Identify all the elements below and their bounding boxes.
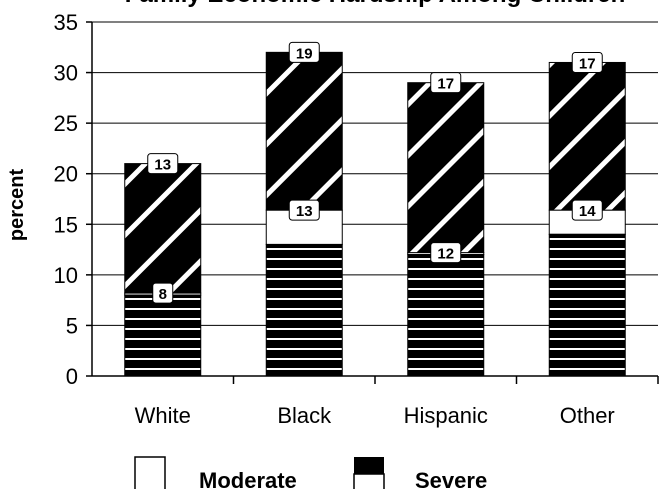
axes: 0 5 10 15 20 25 30 35 White Black Hispanic Other bbox=[54, 10, 659, 428]
data-label: 8 bbox=[159, 286, 167, 303]
bars bbox=[124, 51, 626, 377]
bar-segment bbox=[124, 294, 202, 377]
y-tick-label: 20 bbox=[54, 162, 78, 187]
x-tick-label: White bbox=[135, 403, 191, 428]
data-label-box bbox=[288, 199, 320, 221]
chart-title: Family Economic Hardship Among Children bbox=[90, 0, 660, 9]
data-label: 19 bbox=[296, 45, 313, 62]
bar-segment bbox=[124, 163, 202, 294]
bar-segment bbox=[548, 61, 626, 211]
data-label: 17 bbox=[437, 76, 454, 93]
data-label: 12 bbox=[437, 246, 454, 263]
bar-segment bbox=[407, 254, 485, 377]
data-label-box bbox=[152, 282, 174, 304]
bar-segment bbox=[265, 51, 343, 211]
y-tick-label: 15 bbox=[54, 212, 78, 237]
bar-segment bbox=[548, 233, 626, 377]
data-label-box bbox=[147, 153, 179, 175]
y-tick-label: 0 bbox=[66, 364, 78, 389]
bar-segment bbox=[407, 82, 485, 254]
y-tick-label: 30 bbox=[54, 61, 78, 86]
x-tick-label: Other bbox=[560, 403, 615, 428]
legend-label-moderate: Moderate bbox=[199, 468, 297, 489]
y-tick-label: 5 bbox=[66, 313, 78, 338]
data-label-box bbox=[430, 242, 462, 264]
data-label: 14 bbox=[579, 203, 596, 220]
legend-swatch-severe-top bbox=[354, 457, 384, 474]
y-tick-label: 35 bbox=[54, 10, 78, 35]
legend-swatch-moderate bbox=[134, 456, 166, 489]
data-label: 13 bbox=[296, 203, 313, 220]
y-tick-label: 10 bbox=[54, 263, 78, 288]
data-label: 17 bbox=[579, 55, 596, 72]
x-tick-label: Black bbox=[277, 403, 332, 428]
y-axis-label: percent bbox=[6, 169, 28, 242]
bar-segment bbox=[265, 244, 343, 377]
data-label-box bbox=[571, 51, 603, 73]
data-label-box bbox=[430, 72, 462, 94]
data-labels: 8 13 13 19 12 17 14 17 bbox=[147, 41, 603, 304]
y-tick-label: 25 bbox=[54, 111, 78, 136]
legend-label-severe: Severe bbox=[415, 468, 487, 489]
data-label: 13 bbox=[154, 157, 171, 174]
data-label-box bbox=[288, 41, 320, 63]
x-tick-label: Hispanic bbox=[404, 403, 488, 428]
legend: Moderate Severe bbox=[134, 456, 487, 489]
legend-swatch-severe-bottom bbox=[353, 473, 385, 489]
data-label-box bbox=[571, 199, 603, 221]
